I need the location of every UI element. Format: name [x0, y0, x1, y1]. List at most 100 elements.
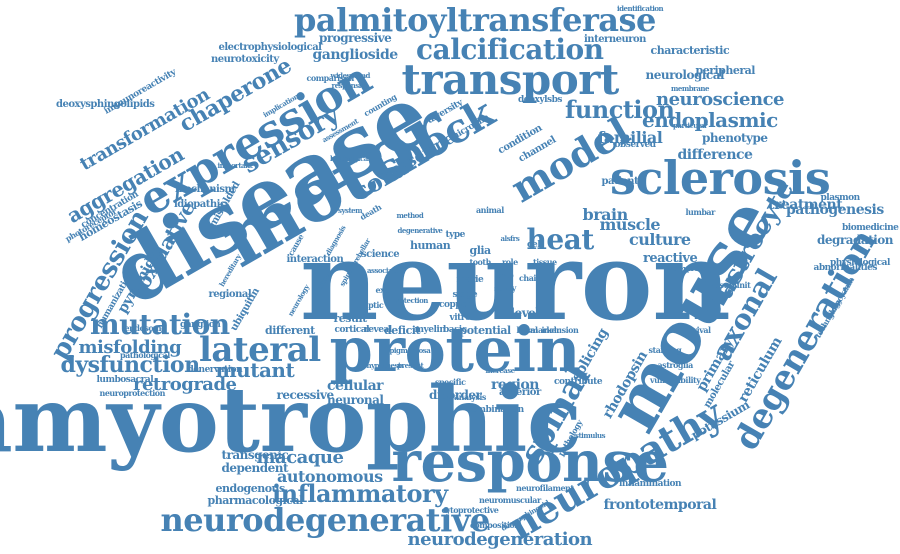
cloud-word: dysfunction — [60, 352, 201, 378]
cloud-word: chain — [519, 273, 542, 283]
cloud-word: brain — [582, 205, 629, 224]
cloud-word: reveal — [364, 324, 392, 335]
cloud-word: subunit — [719, 280, 751, 290]
cloud-word: progressive — [319, 31, 392, 45]
cloud-word: deficit — [384, 323, 421, 337]
cloud-word: study — [494, 283, 516, 293]
cloud-word: mutant — [215, 358, 295, 382]
cloud-word: cellular — [327, 378, 384, 394]
cloud-word: level — [510, 306, 540, 320]
cloud-word: human — [410, 238, 451, 252]
cloud-word: analysis — [454, 392, 486, 402]
cloud-word: neuromuscular — [479, 495, 541, 505]
cloud-word: widespread — [330, 70, 371, 80]
cloud-word: physiological — [830, 257, 890, 268]
cloud-word: response — [391, 429, 670, 495]
cloud-word: method — [396, 210, 424, 220]
cloud-word: neurological — [645, 68, 725, 82]
cloud-word: abnormalities — [813, 262, 878, 273]
cloud-word: animal — [476, 205, 504, 215]
cloud-word: interaction — [286, 254, 344, 265]
cloud-word: cytoprotective — [441, 505, 499, 515]
cloud-word: skiptic — [356, 300, 384, 310]
cloud-word: stage — [452, 289, 478, 300]
cloud-word: transgenic — [221, 448, 289, 462]
cloud-word: stimulus — [575, 430, 606, 440]
cloud-word: neuroprotection — [99, 388, 166, 398]
cloud-word: type — [445, 229, 466, 240]
cloud-word: cell — [527, 239, 544, 250]
cloud-word: marker — [530, 325, 560, 335]
cloud-word: neurofilament — [516, 483, 574, 493]
cloud-word: mechanism — [175, 184, 235, 195]
cloud-word: autonomous — [277, 467, 383, 486]
cloud-word: sclerosis — [610, 151, 831, 205]
cloud-word: myelin — [414, 324, 446, 335]
cloud-word: hypothesis — [366, 360, 405, 370]
cloud-word: disorder — [429, 388, 482, 402]
cloud-word: potential — [459, 323, 512, 337]
cloud-word: neuronal — [327, 393, 384, 407]
cloud-word: pathogenesis — [786, 202, 884, 218]
cloud-word: basic — [443, 324, 467, 335]
cloud-word: cortical — [334, 324, 370, 335]
cloud-word: associated — [367, 265, 404, 275]
cloud-word: marie — [456, 274, 484, 285]
cloud-word: ganglioside — [312, 47, 399, 63]
cloud-word: result — [333, 311, 368, 325]
cloud-word: neurodegeneration — [407, 529, 593, 550]
cloud-word: astroglia — [657, 360, 694, 370]
cloud-word: recessive — [276, 388, 335, 402]
cloud-word: contribute — [554, 376, 603, 387]
cloud-word: anterior — [499, 387, 541, 398]
cloud-word: neuron — [300, 219, 731, 345]
cloud-word: survival — [679, 325, 712, 335]
cloud-word: idiopathic — [174, 199, 226, 210]
cloud-word: electrophysiological — [218, 42, 322, 53]
cloud-word: particular — [673, 120, 708, 130]
cloud-word: heat — [526, 223, 595, 256]
cloud-word: tooth — [469, 257, 492, 267]
cloud-word: role — [502, 257, 518, 267]
cloud-word: specific — [435, 377, 466, 387]
cloud-word: macaque — [256, 447, 344, 468]
cloud-word: endogenous — [215, 481, 286, 495]
cloud-word: biomedicine — [842, 222, 899, 233]
cloud-word: important — [217, 160, 253, 170]
cloud-word: tissue — [533, 257, 557, 267]
cloud-word: inclusion — [541, 325, 579, 335]
cloud-word: pharmacological — [207, 493, 304, 507]
cloud-word: inflammation — [619, 478, 682, 489]
cloud-word: copper — [439, 299, 471, 310]
cloud-word: overexpression — [664, 263, 716, 273]
cloud-word: culture — [629, 230, 691, 249]
cloud-word: endoplasmic — [642, 108, 778, 132]
cloud-word: characteristic — [650, 43, 730, 57]
cloud-word: vulnerability — [650, 375, 701, 385]
cloud-word: trap — [496, 270, 514, 280]
cloud-word: peripheral — [695, 63, 756, 77]
cloud-word: basal — [516, 325, 539, 335]
cloud-word: identification — [617, 3, 664, 13]
cloud-word: function — [565, 95, 675, 124]
cloud-word: calcification — [416, 33, 604, 66]
cloud-word: endosome — [124, 323, 167, 333]
cloud-word: inflammatory — [272, 479, 448, 508]
cloud-word: retrograde — [133, 374, 237, 395]
cloud-word: interneuron — [584, 34, 646, 45]
cloud-word: misfolding — [78, 337, 182, 358]
cloud-word: protection — [392, 295, 428, 305]
cloud-word: observed — [614, 139, 657, 150]
cloud-word: neurodegenerative — [160, 501, 491, 539]
cloud-word: membrane — [671, 83, 709, 93]
cloud-word: comparison — [306, 73, 355, 83]
cloud-word: regional — [208, 289, 252, 300]
cloud-word: treatment — [768, 197, 843, 213]
cloud-word: region — [491, 377, 539, 393]
cloud-word: mutation — [90, 308, 230, 341]
cloud-word: protein — [329, 313, 581, 386]
cloud-word: responsive — [331, 80, 369, 90]
cloud-word: plasmon — [820, 192, 861, 203]
cloud-word: ganglion — [180, 319, 221, 330]
cloud-word: difference — [677, 147, 753, 163]
